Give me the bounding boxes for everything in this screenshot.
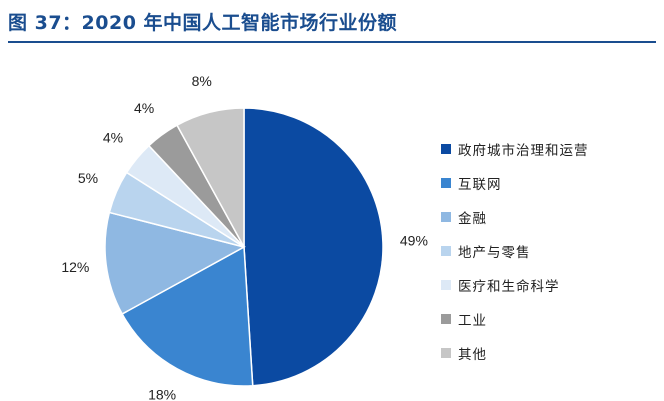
legend-label-2: 金融	[458, 211, 487, 227]
slice-label-3: 5%	[78, 170, 98, 186]
slice-label-0: 49%	[400, 232, 428, 248]
legend-swatch-2	[441, 212, 451, 222]
legend-swatch-6	[441, 348, 451, 358]
legend-item-6: 其他	[441, 336, 589, 370]
title-divider	[8, 41, 656, 43]
legend-swatch-4	[441, 280, 451, 290]
legend-item-5: 工业	[441, 302, 589, 336]
legend-item-4: 医疗和生命科学	[441, 268, 589, 302]
slice-label-2: 12%	[61, 259, 89, 275]
legend-item-3: 地产与零售	[441, 234, 589, 268]
chart-legend: 政府城市治理和运营 互联网金融地产与零售医疗和生命科学 工业其他	[441, 132, 589, 370]
slice-label-1: 18%	[148, 387, 176, 401]
figure-title: 图 37：2020 年中国人工智能市场行业份额	[8, 12, 398, 34]
pie-slice-2	[104, 211, 247, 315]
legend-label-4: 医疗和生命科学	[458, 279, 560, 295]
pie-labels: 49% 18% 12% 5% 4% 4% 8%	[61, 73, 428, 401]
legend-label-3: 地产与零售	[458, 245, 531, 261]
legend-swatch-0	[441, 144, 451, 154]
pie-slice-6	[176, 107, 245, 248]
slice-label-4: 4%	[103, 129, 123, 145]
legend-item-2: 金融	[441, 200, 589, 234]
legend-label-0: 政府城市治理和运营	[458, 143, 589, 159]
pie-slice-1	[121, 245, 254, 387]
legend-swatch-3	[441, 246, 451, 256]
legend-label-5: 工业	[458, 313, 487, 329]
legend-label-1: 互联网	[458, 177, 502, 193]
slice-label-5: 4%	[134, 100, 154, 116]
legend-item-0: 政府城市治理和运营	[441, 132, 589, 166]
legend-swatch-1	[441, 178, 451, 188]
legend-label-6: 其他	[458, 347, 487, 363]
slice-label-6: 8%	[192, 73, 212, 89]
legend-item-1: 互联网	[441, 166, 589, 200]
legend-swatch-5	[441, 314, 451, 324]
pie-slices	[104, 107, 384, 387]
pie-slice-0	[243, 107, 384, 387]
